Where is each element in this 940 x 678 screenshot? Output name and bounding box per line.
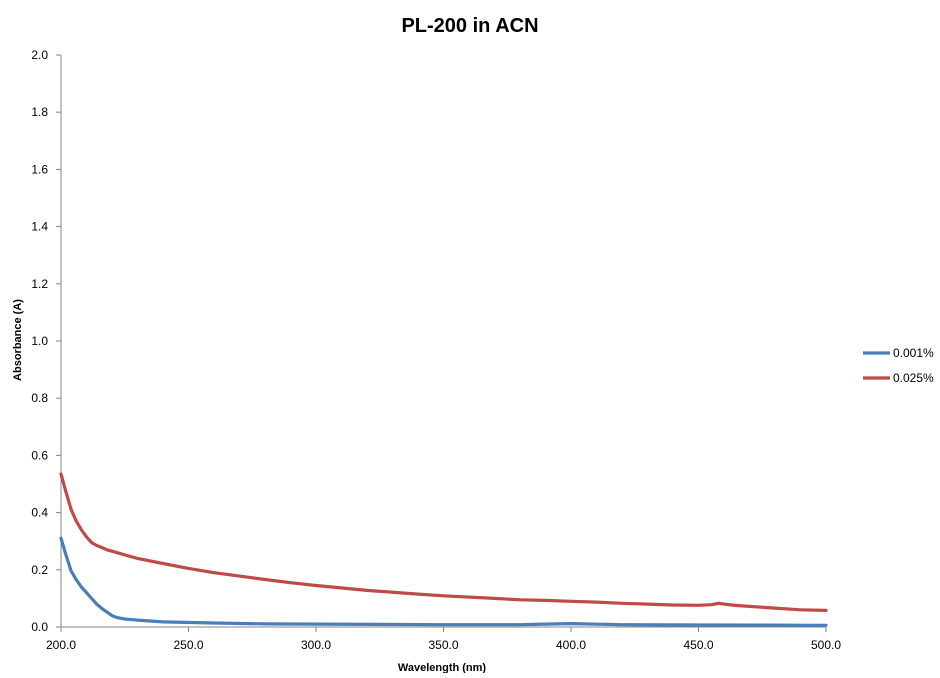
series-layer: [59, 472, 828, 627]
x-tick-label: 350.0: [428, 638, 458, 652]
y-tick-label: 1.4: [31, 220, 48, 234]
legend-label: 0.025%: [893, 371, 934, 385]
y-tick-label: 1.2: [31, 277, 48, 291]
series-line-0.025%: [59, 472, 828, 612]
y-tick-label: 1.6: [31, 162, 48, 176]
legend: 0.001% 0.025%: [863, 346, 934, 385]
y-tick-label: 0.2: [31, 563, 48, 577]
series-line-0.001%: [59, 536, 828, 627]
y-axis-label: Absorbance (A): [12, 299, 24, 381]
chart-title: PL-200 in ACN: [401, 15, 538, 37]
y-tick-label: 0.0: [31, 620, 48, 634]
x-axis-label: Wavelength (nm): [398, 662, 487, 673]
axes: 0.0 0.2 0.4 0.6 0.8 1.0 1.2 1.4 1.6 1.8 2.0 200.0 25…: [31, 48, 841, 652]
x-tick-label: 200.0: [46, 638, 76, 652]
x-tick-label: 500.0: [811, 638, 841, 652]
y-tick-label: 0.6: [31, 448, 48, 462]
x-tick-label: 250.0: [173, 638, 203, 652]
y-tick-label: 1.8: [31, 105, 48, 119]
legend-label: 0.001%: [893, 346, 934, 360]
x-tick-label: 450.0: [683, 638, 713, 652]
y-tick-label: 1.0: [31, 334, 48, 348]
y-tick-label: 0.4: [31, 506, 48, 520]
y-tick-label: 0.8: [31, 391, 48, 405]
y-tick-label: 2.0: [31, 48, 48, 62]
x-tick-label: 400.0: [556, 638, 586, 652]
x-tick-label: 300.0: [301, 638, 331, 652]
